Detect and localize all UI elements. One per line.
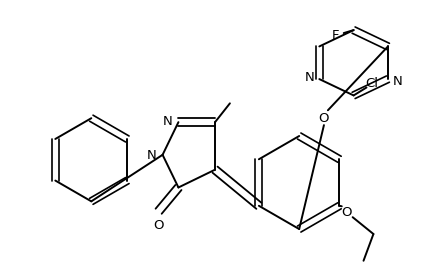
Text: O: O — [154, 219, 164, 232]
Text: F: F — [332, 28, 340, 42]
Text: N: N — [304, 71, 314, 84]
Text: O: O — [319, 112, 329, 125]
Text: Cl: Cl — [365, 77, 378, 90]
Text: N: N — [147, 149, 157, 162]
Text: N: N — [163, 115, 172, 128]
Text: N: N — [393, 75, 403, 88]
Text: O: O — [341, 206, 352, 219]
